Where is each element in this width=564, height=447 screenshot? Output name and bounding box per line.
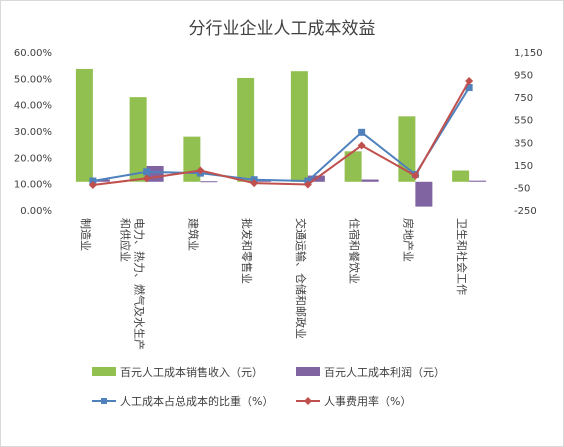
legend: 百元人工成本销售收入（元） 百元人工成本利润（元） 人工成本占总成本的比重（%） 人事… [92,365,445,408]
point-cost-share-5 [358,128,366,136]
category-label-3: 批发和零售业 [240,218,254,284]
point-personnel-rate-0 [88,180,97,189]
left-tick-label: 40.00% [14,101,52,112]
legend-label-1: 百元人工成本利润（元） [324,365,445,379]
point-cost-share-1 [143,168,151,176]
point-personnel-rate-6 [411,171,420,180]
point-personnel-rate-3 [250,179,259,188]
left-tick-label: 20.00% [14,153,52,164]
point-personnel-rate-1 [142,174,151,183]
category-label-2: 建筑业 [186,218,200,251]
left-tick-label: 30.00% [14,127,52,138]
point-cost-share-7 [465,84,473,92]
bar-revenue-4 [290,71,308,182]
right-tick-label: 950 [514,71,533,82]
bar-revenue-3 [237,77,255,182]
line-personnel-rate [92,80,470,186]
left-tick-label: 0.00% [20,206,52,217]
category-label-1: 和供应业 [119,218,133,262]
point-personnel-rate-4 [303,180,312,189]
category-label-4: 交通运输、仓储和邮政业 [294,218,308,339]
right-tick-label: 150 [514,161,533,172]
bars-layer [75,68,487,207]
legend-marker-3 [304,397,312,405]
bar-revenue-5 [344,151,362,182]
legend-label-2: 人工成本占总成本的比重（%） [120,394,273,408]
legend-swatch-1 [296,367,320,376]
category-label-7: 卫生和社会工作 [455,218,469,295]
line-cost-share [92,87,470,183]
bar-profit-6 [415,181,433,207]
point-personnel-rate-7 [465,76,474,85]
bar-profit-7 [469,180,487,182]
right-tick-label: 350 [514,138,533,149]
bar-revenue-1 [129,97,147,182]
left-tick-label: 50.00% [14,74,52,85]
point-personnel-rate-5 [357,141,366,150]
category-label-6: 房地产业 [401,218,415,262]
left-axis-ticks: 0.00% 10.00% 20.00% 30.00% 40.00% 50.00% 60.00… [14,48,52,217]
bar-revenue-7 [452,170,470,182]
left-tick-label: 10.00% [14,180,52,191]
category-label-5: 住宿和餐饮业 [348,218,362,284]
bar-profit-5 [361,179,379,182]
bar-revenue-0 [75,68,93,182]
bar-profit-0 [92,179,110,182]
right-tick-label: -50 [514,183,530,194]
lines-layer [88,76,474,189]
left-tick-label: 60.00% [14,48,52,59]
category-label-0: 制造业 [79,218,93,251]
category-label-1: 电力、热力、燃气及水生产 [133,218,147,350]
bar-profit-2 [200,181,218,183]
right-tick-label: -250 [514,206,537,217]
right-axis-ticks: -250 -50 150 350 550 750 950 1,150 [514,48,543,217]
legend-swatch-0 [92,367,116,376]
right-tick-label: 1,150 [514,48,543,59]
right-tick-label: 550 [514,116,533,127]
legend-label-0: 百元人工成本销售收入（元） [120,365,263,379]
right-tick-label: 750 [514,93,533,104]
chart-title: 分行业企业人工成本效益 [188,19,376,39]
point-personnel-rate-2 [196,166,205,175]
legend-marker-2 [101,398,107,404]
legend-label-3: 人事费用率（%） [324,394,411,408]
